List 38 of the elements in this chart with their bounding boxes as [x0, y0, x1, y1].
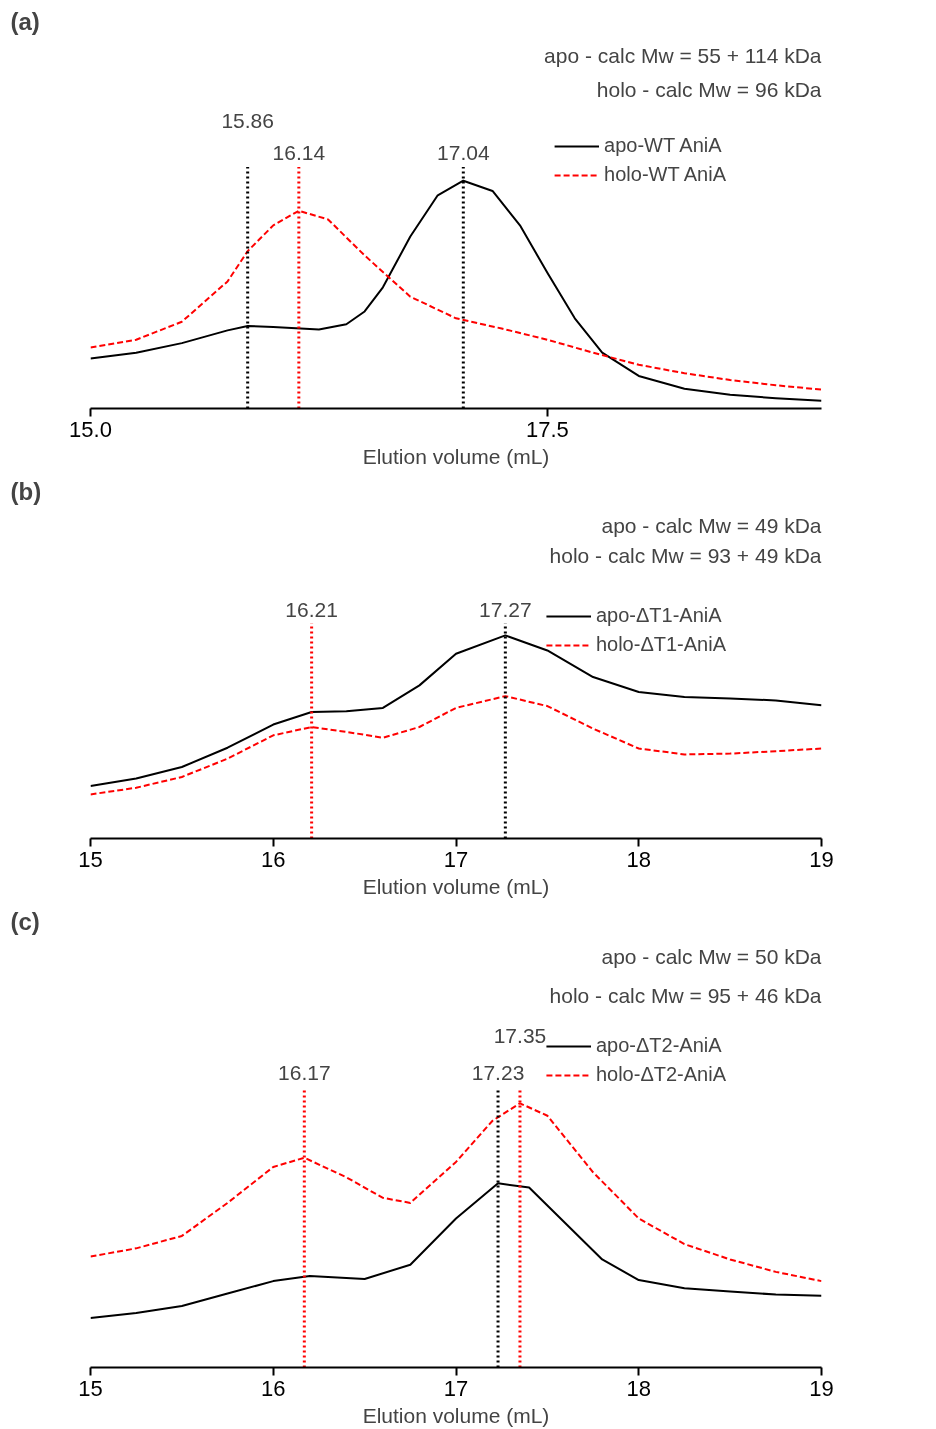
x-tick-label: 19: [809, 846, 834, 872]
text: holo - calc Mw = 95 + 46 kDa: [549, 984, 822, 1008]
chart-title: (b): [10, 477, 42, 505]
x-axis-title: Elution volume (mL): [362, 444, 550, 468]
ref-line-label: 17.23: [471, 1060, 525, 1084]
x-axis-title: Elution volume (mL): [362, 874, 550, 898]
ref-line-label: 17.27: [479, 598, 532, 622]
x-tick-label: 18: [626, 846, 651, 872]
text: holo - calc Mw = 93 + 49 kDa: [549, 544, 822, 568]
ref-line-label: 17.04: [437, 141, 490, 165]
x-tick-label: 18: [626, 1375, 651, 1401]
text: apo - calc Mw = 49 kDa: [601, 513, 822, 537]
chart-title: (a): [10, 7, 40, 35]
x-axis-title: Elution volume (mL): [362, 1403, 550, 1427]
legend-label: apo-ΔT1-AniA: [595, 604, 722, 627]
x-tick-label: 17.5: [525, 416, 569, 442]
ref-line-label: 16.21: [285, 598, 338, 622]
chart-title: (c): [10, 907, 40, 935]
ref-line-label: 16.17: [278, 1060, 331, 1084]
text: apo - calc Mw = 55 + 114 kDa: [544, 44, 822, 68]
x-tick-label: 17: [443, 846, 469, 872]
x-tick-label: 15: [78, 1375, 103, 1401]
ref-line-label: 16.14: [272, 141, 326, 165]
x-tick-label: 19: [809, 1375, 834, 1401]
legend-label: apo-ΔT2-AniA: [595, 1034, 722, 1057]
x-tick-label: 16: [261, 1375, 286, 1401]
text: apo - calc Mw = 50 kDa: [601, 944, 822, 968]
x-tick-label: 15: [78, 846, 103, 872]
ref-line-label: 15.86: [221, 109, 274, 133]
ref-line-label: 17.35: [493, 1023, 547, 1047]
legend-label: holo-WT AniA: [604, 163, 726, 186]
legend-label: holo-ΔT2-AniA: [595, 1063, 726, 1086]
legend-label: holo-ΔT1-AniA: [595, 633, 726, 656]
x-tick-label: 15.0: [69, 416, 112, 442]
x-tick-label: 17: [443, 1375, 469, 1401]
x-tick-label: 16: [261, 846, 286, 872]
legend-label: apo-WT AniA: [604, 134, 722, 157]
text: holo - calc Mw = 96 kDa: [596, 78, 822, 102]
